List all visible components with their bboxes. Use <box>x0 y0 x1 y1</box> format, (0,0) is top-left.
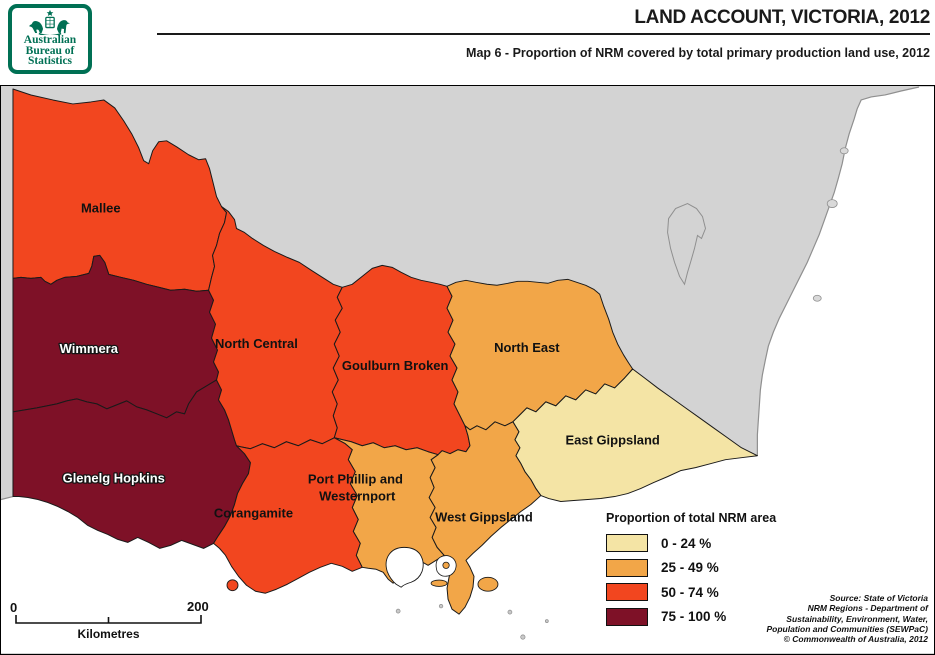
region-corangamite <box>213 437 363 594</box>
source-line: Population and Communities (SEWPaC) <box>766 623 928 634</box>
label-wimmera: Wimmera <box>60 341 119 356</box>
map-subtitle: Map 6 - Proportion of NRM covered by tot… <box>466 46 930 60</box>
legend-swatch-0-24 <box>606 534 648 553</box>
source-line: Source: State of Victoria <box>829 593 928 603</box>
label-north-central: North Central <box>215 336 298 351</box>
legend-swatch-75-100 <box>606 607 648 626</box>
islet <box>520 634 526 640</box>
islet <box>395 608 401 614</box>
coat-of-arms-icon <box>29 9 70 35</box>
islet <box>507 609 513 615</box>
legend-row: 75 - 100 % <box>606 607 796 626</box>
region-mallee <box>12 88 228 292</box>
legend-row: 50 - 74 % <box>606 583 796 602</box>
legend-title: Proportion of total NRM area <box>606 511 777 525</box>
source-line: NRM Regions - Department of <box>807 603 928 614</box>
legend: Proportion of total NRM area 0 - 24 % 25… <box>606 511 796 633</box>
region-east-gippsland <box>512 368 758 503</box>
islet <box>438 604 444 609</box>
label-east-gippsland: East Gippsland <box>566 433 660 448</box>
abs-logo-text-1: Australian <box>23 34 77 46</box>
document-title: LAND ACCOUNT, VICTORIA, 2012 <box>634 7 930 28</box>
source-note: Source: State of Victoria NRM Regions - … <box>766 593 928 644</box>
legend-label-25-49: 25 - 49 % <box>661 560 719 576</box>
nsw-coastline <box>1 86 920 501</box>
abs-logo: Australian Bureau of Statistics <box>8 4 92 74</box>
ocean <box>1 86 934 654</box>
scalebar-unit: Kilometres <box>77 627 140 641</box>
coastal-lake-icon <box>812 294 822 302</box>
coastal-lake-icon <box>826 199 838 208</box>
legend-label-75-100: 75 - 100 % <box>661 609 727 625</box>
legend-row: 0 - 24 % <box>606 534 796 553</box>
port-phillip-bay <box>385 546 424 588</box>
label-port-phillip-westernport: Port Phillip and Westernport <box>308 472 407 504</box>
legend-swatch-50-74 <box>606 583 648 602</box>
map-frame: Mallee Wimmera North Central Goulburn Br… <box>0 85 935 655</box>
label-glenelg-hopkins: Glenelg Hopkins <box>63 471 165 486</box>
snake-island <box>477 576 499 592</box>
source-line: © Commonwealth of Australia, 2012 <box>783 634 928 645</box>
abs-logo-text-2: Bureau of <box>25 44 75 57</box>
abs-logo-text-3: Statistics <box>27 55 73 67</box>
legend-row: 25 - 49 % <box>606 558 796 577</box>
source-line: Sustainability, Environment, Water, <box>786 613 928 624</box>
phillip-island <box>430 579 448 587</box>
offshore-island <box>226 579 239 592</box>
map-canvas: Mallee Wimmera North Central Goulburn Br… <box>1 86 934 654</box>
title-divider <box>157 33 930 35</box>
legend-swatch-25-49 <box>606 558 648 577</box>
label-west-gippsland: West Gippsland <box>435 509 533 524</box>
act-outline <box>667 203 707 286</box>
islet <box>544 619 549 623</box>
scalebar-icon <box>15 615 202 624</box>
label-corangamite: Corangamite <box>214 505 293 520</box>
label-goulburn-broken: Goulburn Broken <box>342 358 449 373</box>
legend-label-50-74: 50 - 74 % <box>661 584 719 600</box>
coastal-lake-icon <box>839 147 849 155</box>
legend-label-0-24: 0 - 24 % <box>661 535 712 551</box>
label-north-east: North East <box>494 340 560 355</box>
french-island <box>442 561 450 569</box>
scalebar-end: 200 <box>187 599 209 614</box>
label-mallee: Mallee <box>81 201 121 216</box>
header: Australian Bureau of Statistics LAND ACC… <box>0 0 935 85</box>
scalebar-start: 0 <box>10 600 18 615</box>
region-north-central <box>208 206 343 450</box>
